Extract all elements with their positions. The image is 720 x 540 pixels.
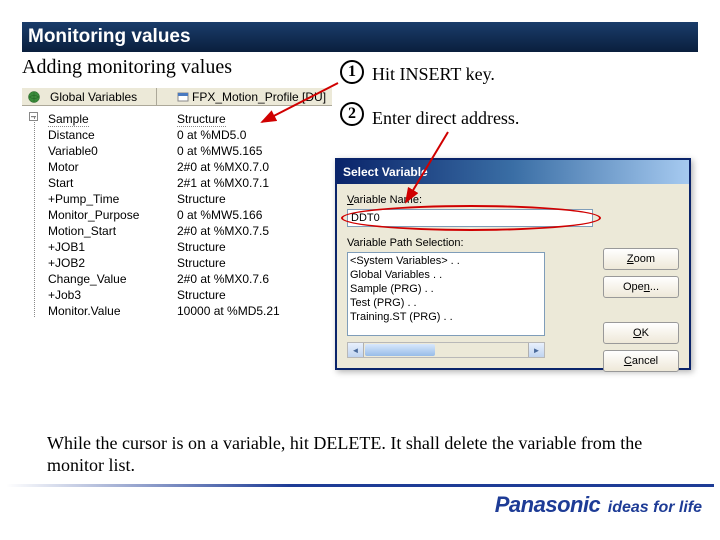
variables-header-col1[interactable]: Global Variables	[22, 88, 157, 105]
variable-name-input-wrap	[347, 209, 679, 227]
dialog-title-bar[interactable]: Select Variable	[337, 160, 689, 184]
step-1-text: Hit INSERT key.	[372, 64, 495, 85]
globe-icon	[28, 91, 40, 103]
variable-path-listbox[interactable]: <System Variables> . . Global Variables …	[347, 252, 545, 336]
variable-name: Motor	[22, 160, 177, 174]
variable-row[interactable]: Monitor_Purpose0 at %MW5.166	[22, 207, 332, 223]
variable-value: Structure	[177, 192, 332, 206]
variable-name-label: Variable Name:	[347, 194, 679, 206]
select-variable-dialog: Select Variable Variable Name: Variable …	[335, 158, 691, 370]
dialog-title-text: Select Variable	[343, 165, 428, 179]
scroll-right-icon[interactable]: ►	[528, 343, 544, 357]
section-subtitle: Adding monitoring values	[22, 56, 232, 79]
variable-value: Structure	[177, 112, 226, 127]
variable-value: 2#0 at %MX0.7.6	[177, 272, 332, 286]
tree-line	[34, 117, 35, 317]
variable-row[interactable]: +Job3Structure	[22, 287, 332, 303]
variable-name: Start	[22, 176, 177, 190]
list-item[interactable]: Training.ST (PRG) . .	[350, 310, 542, 324]
module-icon	[177, 91, 189, 103]
variable-name: +Job3	[22, 288, 177, 302]
variable-name: Variable0	[22, 144, 177, 158]
variable-value: Structure	[177, 288, 332, 302]
list-item[interactable]: <System Variables> . .	[350, 254, 542, 268]
list-item[interactable]: Sample (PRG) . .	[350, 282, 542, 296]
variable-name: Sample	[48, 112, 89, 127]
scroll-thumb[interactable]	[365, 344, 435, 356]
section-header-title: Monitoring values	[28, 26, 191, 48]
variable-name-input[interactable]	[347, 209, 593, 227]
brand-tagline: ideas for life	[608, 499, 702, 516]
variable-row[interactable]: Motion_Start2#0 at %MX0.7.5	[22, 223, 332, 239]
variable-value: 0 at %MD5.0	[177, 128, 332, 142]
list-item[interactable]: Global Variables . .	[350, 268, 542, 282]
variables-header-col2[interactable]: FPX_Motion_Profile [DU]	[157, 88, 332, 105]
variable-row[interactable]: +JOB2Structure	[22, 255, 332, 271]
horizontal-scrollbar[interactable]: ◄ ►	[347, 342, 545, 358]
variable-value: 2#0 at %MX0.7.5	[177, 224, 332, 238]
ok-button[interactable]: OK	[603, 322, 679, 344]
open-button[interactable]: Open...	[603, 276, 679, 298]
variables-panel: Global Variables FPX_Motion_Profile [DU]…	[22, 88, 332, 319]
step-marker-1: 1	[340, 60, 364, 84]
variables-rows: Sample Structure Distance0 at %MD5.0 Var…	[22, 106, 332, 319]
zoom-button[interactable]: Zoom	[603, 248, 679, 270]
section-header: Monitoring values	[22, 22, 698, 52]
variable-row[interactable]: Start2#1 at %MX0.7.1	[22, 175, 332, 191]
footer-instruction: While the cursor is on a variable, hit D…	[47, 432, 667, 476]
variable-name: Monitor.Value	[22, 304, 177, 318]
variable-row[interactable]: Sample Structure	[22, 111, 332, 127]
variable-row[interactable]: Motor2#0 at %MX0.7.0	[22, 159, 332, 175]
brand-main: Panasonic	[495, 492, 601, 517]
dialog-body: Variable Name: Variable Path Selection: …	[337, 184, 689, 368]
step-marker-1-num: 1	[348, 63, 356, 81]
step-2-text: Enter direct address.	[372, 108, 519, 129]
variable-row[interactable]: Monitor.Value10000 at %MD5.21	[22, 303, 332, 319]
cancel-button[interactable]: Cancel	[603, 350, 679, 372]
variables-header-col2-text: FPX_Motion_Profile [DU]	[192, 90, 326, 104]
variable-row[interactable]: Change_Value2#0 at %MX0.7.6	[22, 271, 332, 287]
variable-name: +JOB2	[22, 256, 177, 270]
variable-row[interactable]: +JOB1Structure	[22, 239, 332, 255]
variable-value: 2#0 at %MX0.7.0	[177, 160, 332, 174]
step-marker-2: 2	[340, 102, 364, 126]
variable-row[interactable]: +Pump_TimeStructure	[22, 191, 332, 207]
scroll-left-icon[interactable]: ◄	[348, 343, 364, 357]
variable-name: Distance	[22, 128, 177, 142]
variable-row[interactable]: Variable00 at %MW5.165	[22, 143, 332, 159]
variable-name: Change_Value	[22, 272, 177, 286]
variable-row[interactable]: Distance0 at %MD5.0	[22, 127, 332, 143]
variable-name: Motion_Start	[22, 224, 177, 238]
variable-value: 0 at %MW5.165	[177, 144, 332, 158]
brand-logo: Panasonic ideas for life	[495, 492, 702, 518]
footer-divider	[6, 484, 714, 487]
variable-value: 0 at %MW5.166	[177, 208, 332, 222]
step-marker-2-num: 2	[348, 105, 356, 123]
variable-value: Structure	[177, 256, 332, 270]
variables-header: Global Variables FPX_Motion_Profile [DU]	[22, 88, 332, 106]
variable-name: Monitor_Purpose	[22, 208, 177, 222]
list-item[interactable]: Test (PRG) . .	[350, 296, 542, 310]
variable-name: +Pump_Time	[22, 192, 177, 206]
variable-value: 10000 at %MD5.21	[177, 304, 332, 318]
variable-value: Structure	[177, 240, 332, 254]
variable-value: 2#1 at %MX0.7.1	[177, 176, 332, 190]
variable-name: +JOB1	[22, 240, 177, 254]
